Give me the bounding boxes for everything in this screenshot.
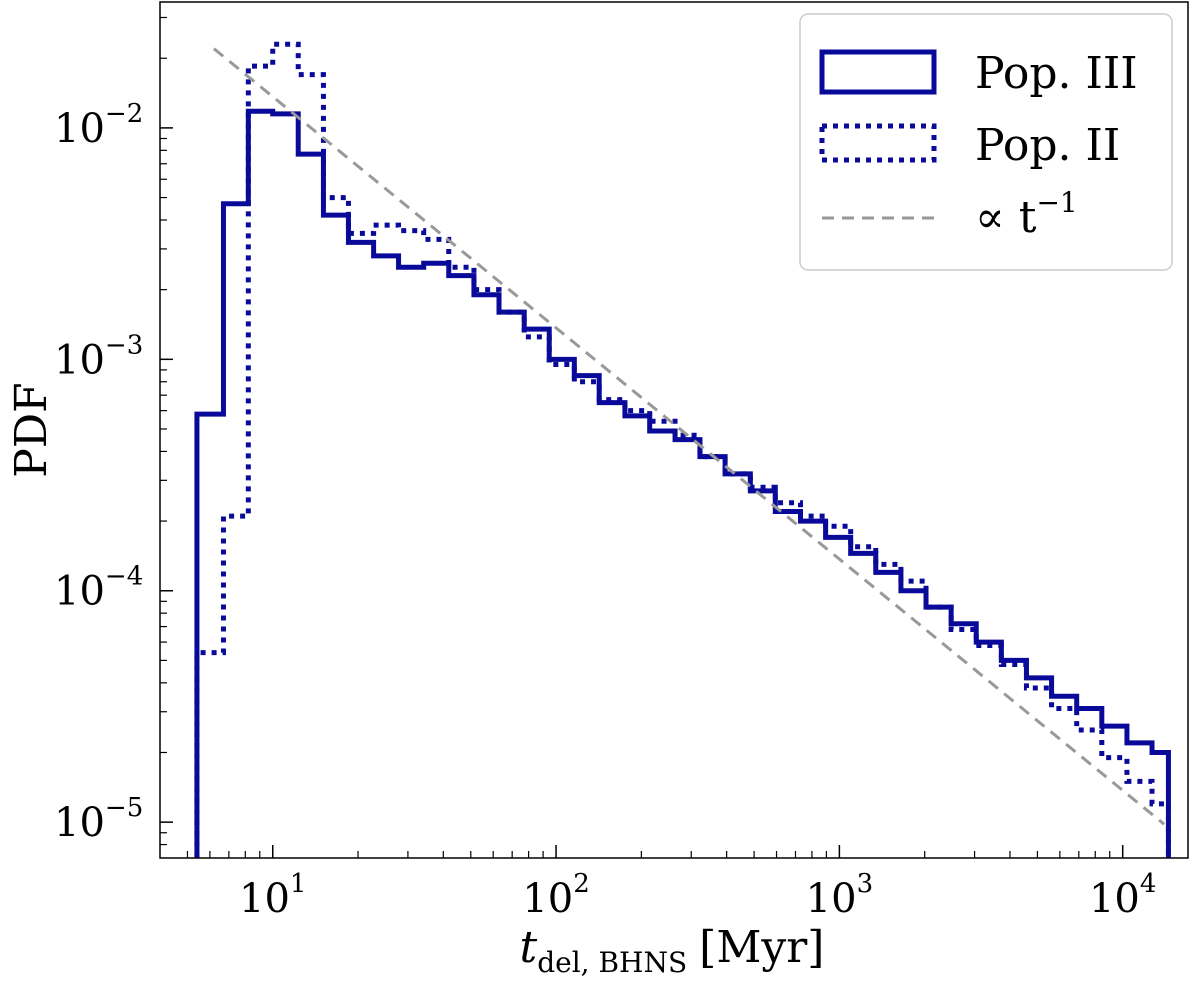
x-tick-label-exp: 2 xyxy=(573,869,590,899)
x-tick-label-exp: 1 xyxy=(290,869,307,899)
series-pop-iii-histogram xyxy=(194,108,1171,858)
x-axis-label-sub: del, BHNS xyxy=(537,946,687,979)
legend-label-power-law: ∝ t−1 xyxy=(975,186,1078,243)
y-tick-label: 10−5 xyxy=(54,793,143,846)
x-axis-label-unit: [Myr] xyxy=(699,922,824,973)
y-tick-label-exp: −4 xyxy=(105,562,143,592)
legend-label-pop-iii: Pop. III xyxy=(975,48,1138,99)
y-tick-label-base: 10 xyxy=(54,106,105,152)
x-tick-label-exp: 3 xyxy=(857,869,874,899)
legend: Pop. III Pop. II ∝ t−1 xyxy=(799,13,1173,271)
y-tick-label: 10−2 xyxy=(54,99,143,152)
legend-label-pop-ii: Pop. II xyxy=(975,120,1120,171)
y-tick-label-base: 10 xyxy=(54,800,105,846)
x-tick-label-base: 10 xyxy=(239,876,290,922)
y-tick-label-exp: −5 xyxy=(105,793,143,823)
x-tick-label-exp: 4 xyxy=(1140,869,1157,899)
x-tick-label-base: 10 xyxy=(522,876,573,922)
y-tick-label-exp: −2 xyxy=(105,99,143,129)
x-tick-label-base: 10 xyxy=(1089,876,1140,922)
x-tick-label: 103 xyxy=(806,869,873,922)
y-tick-label-base: 10 xyxy=(54,337,105,383)
legend-box xyxy=(799,13,1173,271)
x-tick-label: 101 xyxy=(239,869,306,922)
legend-swatch-pop-ii xyxy=(819,123,937,163)
y-tick-label-base: 10 xyxy=(54,569,105,615)
series-power-law-line xyxy=(212,47,1166,826)
legend-label-power-law-exp: −1 xyxy=(1036,186,1077,219)
x-tick-label-base: 10 xyxy=(806,876,857,922)
y-tick-label-exp: −3 xyxy=(105,330,143,360)
x-tick-label: 104 xyxy=(1089,869,1156,922)
series-pop-ii-histogram xyxy=(194,41,1171,858)
x-axis-label: tdel, BHNS [Myr] xyxy=(520,922,825,979)
minor-ticks xyxy=(160,16,1111,858)
y-tick-label: 10−4 xyxy=(54,562,143,615)
series-layer xyxy=(194,41,1171,858)
major-ticks xyxy=(160,127,1124,858)
legend-label-power-law-base: ∝ t xyxy=(975,192,1037,243)
y-tick-label: 10−3 xyxy=(54,330,143,383)
legend-swatch-pop-iii xyxy=(819,49,937,95)
x-tick-label: 102 xyxy=(522,869,589,922)
y-axis-label: PDF xyxy=(6,382,57,477)
plot-frame xyxy=(159,1,1189,859)
x-axis-label-main: t xyxy=(520,922,538,973)
